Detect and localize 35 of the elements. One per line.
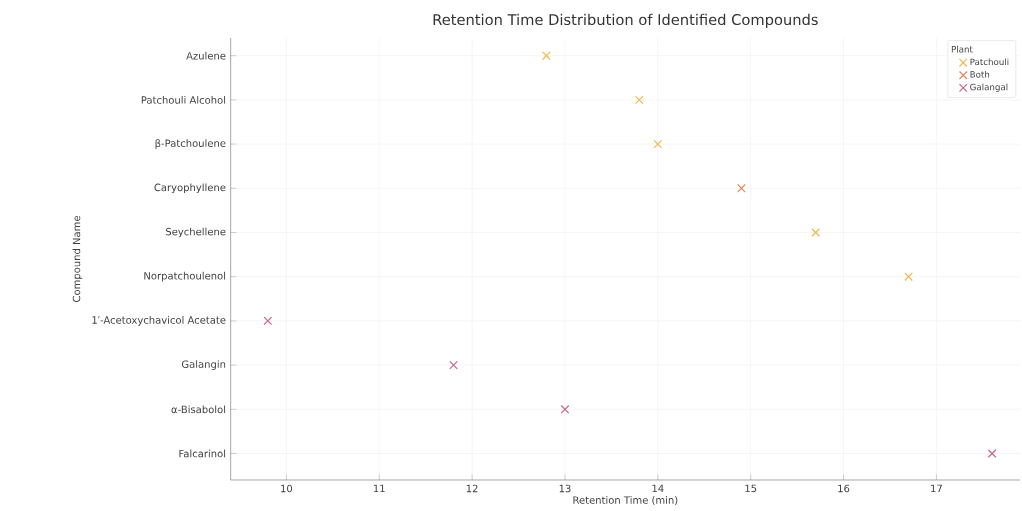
point (542, 51, 551, 61)
y-tick-label: Patchouli Alcohol (141, 96, 226, 104)
legend-label: Galangal (970, 83, 1008, 92)
point (634, 95, 644, 105)
y-tick-label: Galangin (181, 360, 226, 370)
x-tick-label: 14 (652, 484, 664, 492)
y-tick-label: α-Bisabolol (171, 405, 226, 414)
point (811, 228, 821, 237)
point (904, 272, 913, 282)
y-tick-label: Norpatchoulenol (144, 271, 226, 282)
x-tick-label: 15 (745, 484, 757, 493)
x-tick-label: 10 (281, 484, 293, 493)
x-tick-label: 17 (931, 484, 942, 492)
legend-title: Plant (951, 45, 973, 53)
point (653, 139, 663, 149)
x-tick-label: 11 (373, 484, 385, 492)
point (263, 316, 273, 326)
x-axis-title: Retention Time (min) (573, 496, 678, 506)
point (737, 183, 746, 193)
x-tick-label: 12 (466, 484, 478, 493)
y-tick-label: Falcarinol (179, 449, 226, 458)
x-tick-label: 16 (838, 484, 850, 493)
y-tick-label: Caryophyllene (154, 183, 226, 194)
y-tick-label: Seychellene (166, 227, 226, 238)
legend-label: Both (970, 70, 990, 78)
y-tick-label: 1′-Acetoxychavicol Acetate (92, 316, 226, 326)
point (560, 404, 570, 414)
y-tick-label: β-Patchoulene (155, 139, 226, 149)
chart-title: Retention Time Distribution of Identified Compounds (433, 13, 818, 28)
y-axis-title: Compound Name (72, 216, 83, 302)
x-tick-label: 13 (559, 484, 571, 493)
point (987, 449, 997, 458)
point (449, 360, 458, 370)
y-tick-label: Azulene (186, 51, 226, 60)
legend-label: Patchouli (970, 58, 1009, 66)
